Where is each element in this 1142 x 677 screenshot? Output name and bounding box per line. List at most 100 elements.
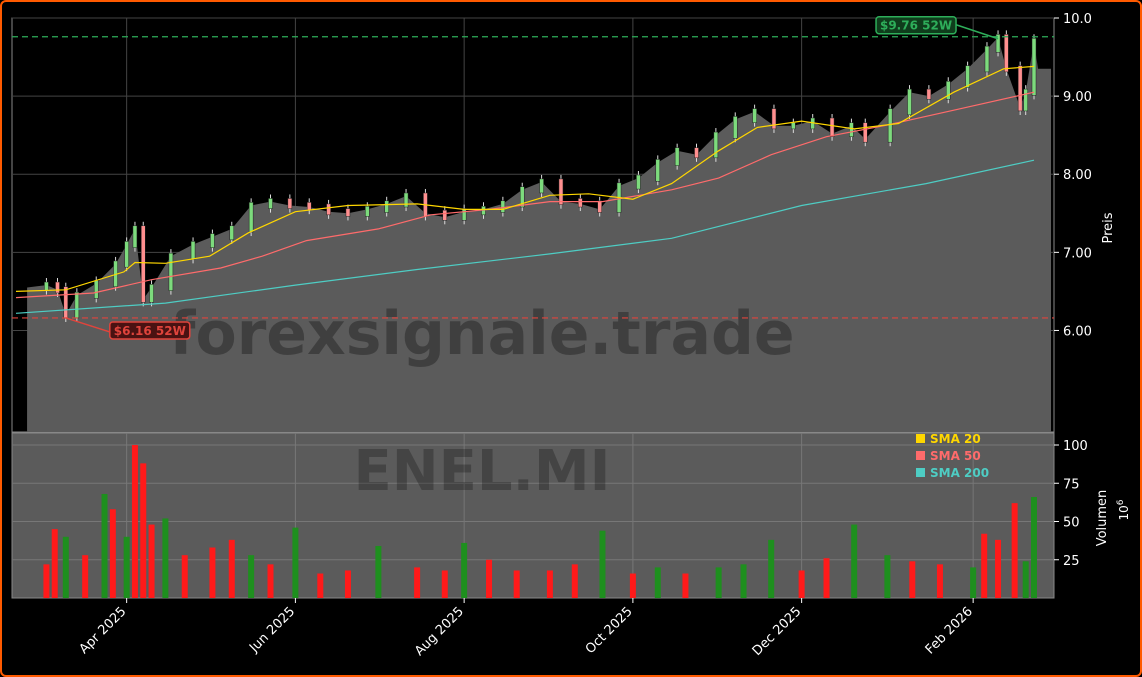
candle-body [907,88,912,116]
volume-bar [936,564,943,598]
volume-bar [51,529,58,598]
volume-bar [768,539,775,598]
candle-body [229,225,235,241]
date-tick-label: Apr 2025 [77,604,130,657]
price-tick-label: 6.00 [1063,324,1092,339]
price-area [27,37,1051,432]
low-52w-arrow [65,317,111,333]
candle-body [132,225,138,248]
candle-body [829,117,835,137]
volume-bar [162,518,169,598]
candle-body [248,202,254,233]
volume-tick-label: 75 [1063,477,1080,492]
volume-bar [375,545,382,598]
volume-bar [546,570,553,598]
candle-body [1017,65,1023,112]
candle-body [190,241,196,260]
volume-bar [131,445,138,598]
date-tick-label: Aug 2025 [412,604,467,659]
volume-tick-label: 25 [1063,554,1080,569]
volume-bar [140,463,147,598]
low-52w-label: $6.16 52W [114,324,186,338]
high-52w-label: $9.76 52W [880,19,952,33]
candle-body [384,200,389,213]
volume-bar [981,533,988,598]
volume-axis-label: Volumen [1095,490,1110,547]
candle-body [345,208,351,217]
volume-axis-unit: 106 [1116,499,1131,520]
candle-body [268,198,273,209]
candle-body [210,233,215,248]
volume-bar [629,573,636,598]
volume-bar [740,564,747,598]
candle-body [74,291,80,319]
candle-body [694,147,699,159]
volume-bar [909,561,916,598]
candle-body [849,122,854,137]
candle-body [461,208,467,221]
volume-bar [798,570,805,598]
volume-bar [317,573,324,598]
volume-bar [682,573,689,598]
volume-bar [884,555,891,598]
candle-body [519,186,525,208]
volume-bar [82,555,89,598]
candle-body [713,131,719,159]
volume-bar [181,555,188,598]
volume-bar [851,524,858,598]
legend-swatch [916,468,925,477]
volume-bar [414,567,421,598]
volume-bar [571,564,578,598]
sma-legend: SMA 20 SMA 50 SMA 200 [916,432,989,480]
candle-body [578,198,583,208]
sma20-line [15,65,1035,292]
volume-tick-label: 50 [1063,516,1080,531]
candle-body [539,178,544,194]
candle-body [1023,88,1028,112]
candle-body [887,108,893,143]
sma50-line [15,91,1035,299]
price-axis-label: Preis [1101,212,1116,243]
candle-body [771,108,777,130]
volume-bar [599,530,606,598]
candle-body [306,202,312,211]
volume-bar [101,493,108,598]
candle-body [149,284,154,303]
candle-body [124,241,129,268]
volume-bar [228,539,235,598]
candle-body [752,108,757,123]
legend-swatch [916,451,925,460]
volume-bar [715,567,722,598]
volume-bar [486,559,493,598]
candle-body [965,65,970,88]
date-tick-label: Jun 2025 [246,604,298,656]
volume-bar [513,570,520,598]
candle-body [863,122,868,143]
annotations: $9.76 52W $6.16 52W [12,15,1054,340]
volume-bar [1011,503,1018,598]
volume-bar [62,536,69,598]
high-52w-label-box [875,15,957,35]
candle-body [597,200,602,213]
candle-body [55,281,60,294]
candle-body [732,116,738,139]
volume-bar [248,555,255,598]
candle-body [326,203,331,216]
watermark: forexsignale.trade [169,299,794,369]
volume-bar [292,527,299,598]
price-tick-label: 9.00 [1063,90,1092,105]
volume-bar [970,567,977,598]
candle-body [44,281,49,291]
candle-body [141,225,146,303]
legend-label: SMA 200 [930,466,989,480]
low-52w-label-box [109,321,191,340]
candle-body [926,88,932,100]
candle-body [287,198,293,209]
price-tick-label: 7.00 [1063,246,1092,261]
date-tick-label: Feb 2026 [923,604,976,657]
volume-bar [654,567,661,598]
candle-body [558,178,564,205]
candle-body [168,252,174,291]
